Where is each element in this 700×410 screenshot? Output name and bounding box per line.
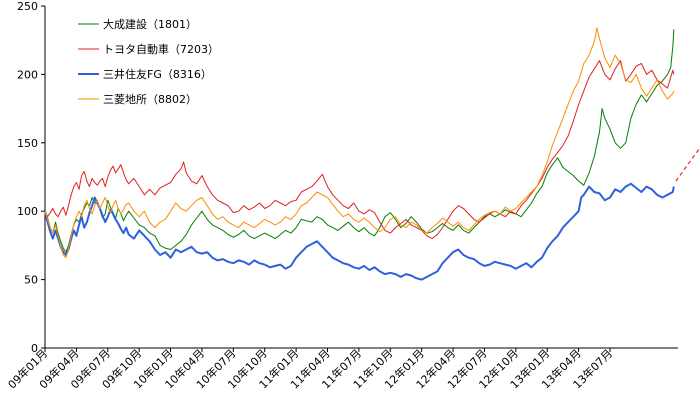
y-tick-label: 50 (24, 274, 38, 287)
series-line-2 (44, 60, 675, 240)
trend-arrow (675, 146, 700, 182)
legend: 大成建設（1801） トヨタ自動車（7203） 三井住友FG（8316） 三菱地所（8… (78, 17, 219, 106)
legend-label: 三井住友FG（8316） (103, 67, 212, 81)
legend-item-4: 三菱地所（8802） (78, 93, 197, 106)
legend-label: トヨタ自動車（7203） (103, 42, 219, 56)
legend-item-2: トヨタ自動車（7203） (78, 42, 219, 56)
legend-label: 大成建設（1801） (103, 17, 197, 31)
y-tick-label: 100 (17, 205, 38, 218)
x-axis-ticks: 09年01月09年04月09年07月09年10月10年01月10年04月10年0… (5, 346, 615, 391)
y-tick-label: 0 (31, 342, 38, 355)
legend-label: 三菱地所（8802） (103, 93, 197, 106)
series-line-4 (44, 27, 675, 259)
series-line-3 (44, 182, 675, 281)
y-axis-ticks: 0 50 100 150 200 250 (17, 0, 45, 355)
y-tick-label: 200 (17, 68, 38, 81)
y-tick-label: 250 (17, 0, 38, 13)
series-line-1 (44, 29, 675, 253)
y-tick-label: 150 (17, 137, 38, 150)
legend-item-3: 三井住友FG（8316） (78, 67, 212, 81)
series-lines (44, 27, 675, 281)
legend-item-1: 大成建設（1801） (78, 17, 197, 31)
